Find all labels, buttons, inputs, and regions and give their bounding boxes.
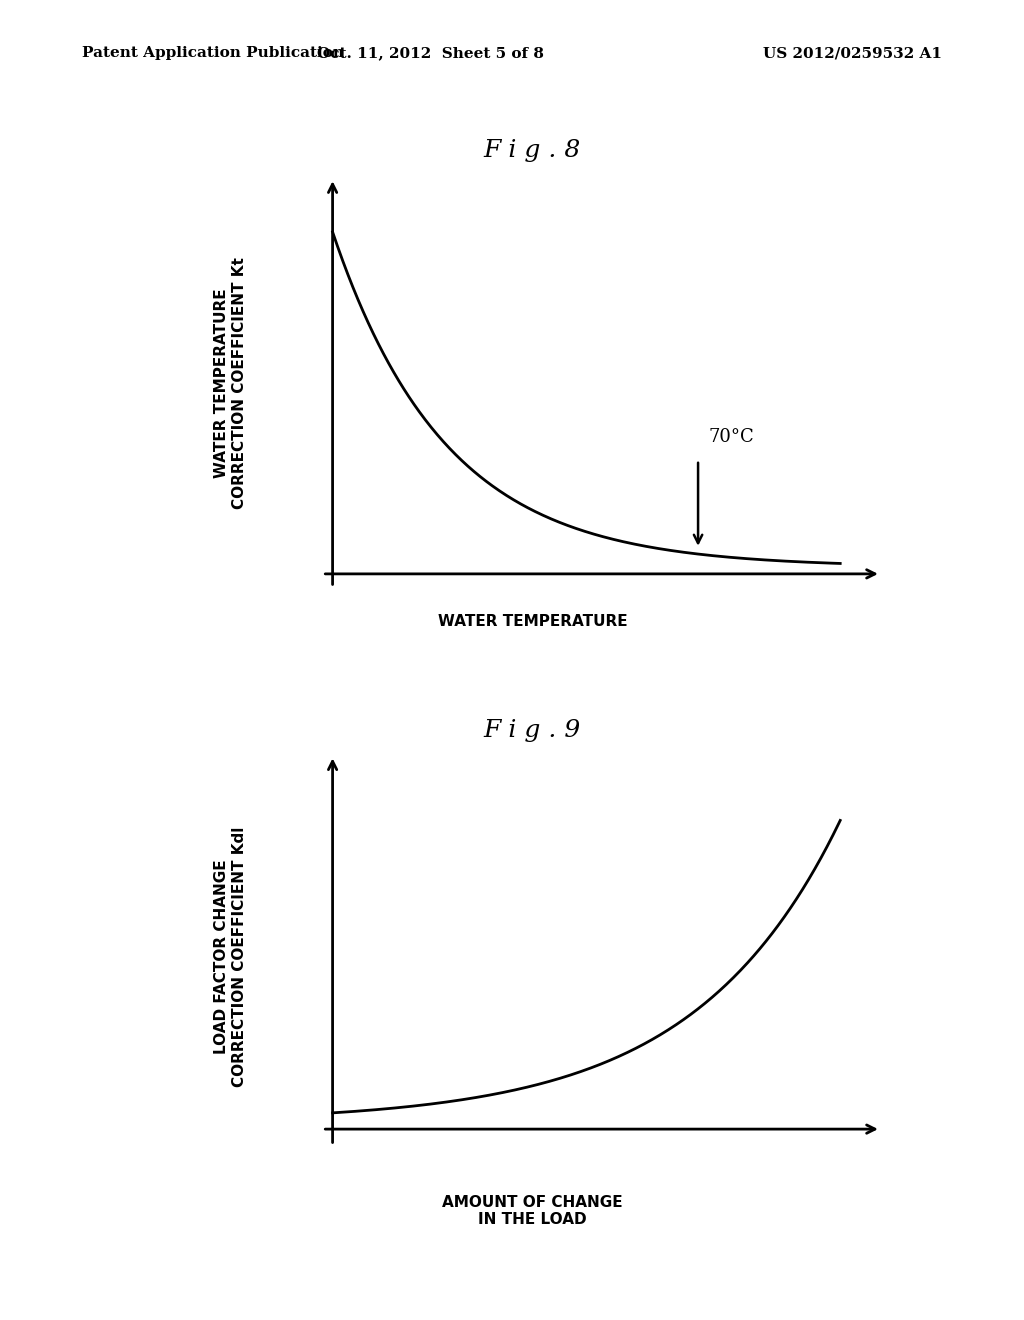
Text: F i g . 9: F i g . 9 [484, 719, 581, 742]
Text: Oct. 11, 2012  Sheet 5 of 8: Oct. 11, 2012 Sheet 5 of 8 [316, 46, 544, 61]
Text: F i g . 8: F i g . 8 [484, 139, 581, 161]
Text: Patent Application Publication: Patent Application Publication [82, 46, 344, 61]
Text: LOAD FACTOR CHANGE
CORRECTION COEFFICIENT Kdl: LOAD FACTOR CHANGE CORRECTION COEFFICIEN… [214, 826, 247, 1088]
Text: WATER TEMPERATURE
CORRECTION COEFFICIENT Kt: WATER TEMPERATURE CORRECTION COEFFICIENT… [214, 257, 247, 508]
Text: 70°C: 70°C [709, 429, 754, 446]
Text: AMOUNT OF CHANGE
IN THE LOAD: AMOUNT OF CHANGE IN THE LOAD [442, 1195, 623, 1228]
Text: WATER TEMPERATURE: WATER TEMPERATURE [437, 614, 628, 628]
Text: US 2012/0259532 A1: US 2012/0259532 A1 [763, 46, 942, 61]
